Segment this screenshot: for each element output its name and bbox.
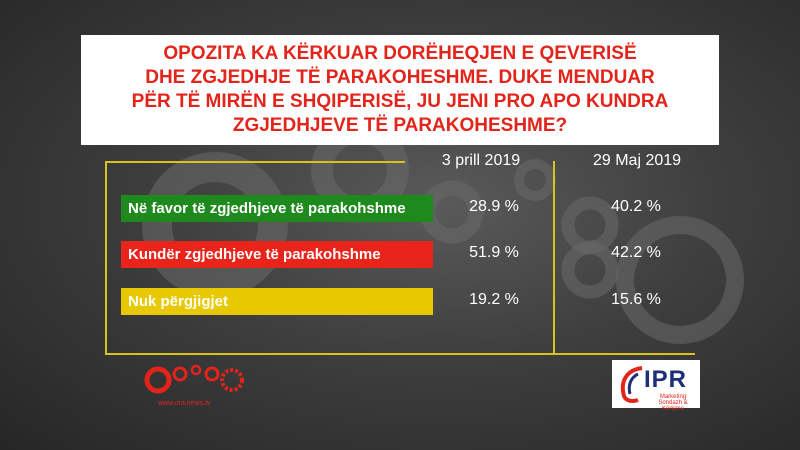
ipr-swoosh-icon (620, 366, 643, 403)
row-label-against: Kundër zgjedhjeve të parakohshme (121, 241, 433, 268)
value-in-favor-may: 40.2 % (611, 198, 661, 215)
column-header-may: 29 Maj 2019 (592, 152, 682, 169)
frame-bottom-line (105, 353, 695, 355)
ipr-logo-subtitle: Marketing Sondazh & Kërkime (658, 394, 688, 412)
value-no-answer-april: 19.2 % (469, 291, 519, 308)
row-label-no-answer: Nuk përgjigjet (121, 288, 433, 315)
ipr-logo-text: IPR (644, 366, 688, 393)
frame-left-line (105, 161, 107, 355)
row-label-in-favor: Në favor të zgjedhjeve të parakohshme (121, 195, 433, 222)
column-header-april: 3 prill 2019 (441, 152, 521, 169)
ora-news-logo (144, 364, 244, 394)
value-in-favor-april: 28.9 % (469, 198, 519, 215)
ora-news-url: www.ora.news.tv (158, 400, 211, 407)
column-divider (553, 161, 555, 355)
ipr-logo: IPR Marketing Sondazh & Kërkime (612, 360, 700, 412)
value-against-april: 51.9 % (469, 244, 519, 261)
frame-top-line (105, 161, 405, 163)
question-title-box: OPOZITA KA KËRKUAR DORËHEQJEN E QEVERISË… (81, 35, 719, 145)
question-title: OPOZITA KA KËRKUAR DORËHEQJEN E QEVERISË… (131, 43, 669, 136)
value-against-may: 42.2 % (611, 244, 661, 261)
value-no-answer-may: 15.6 % (611, 291, 661, 308)
